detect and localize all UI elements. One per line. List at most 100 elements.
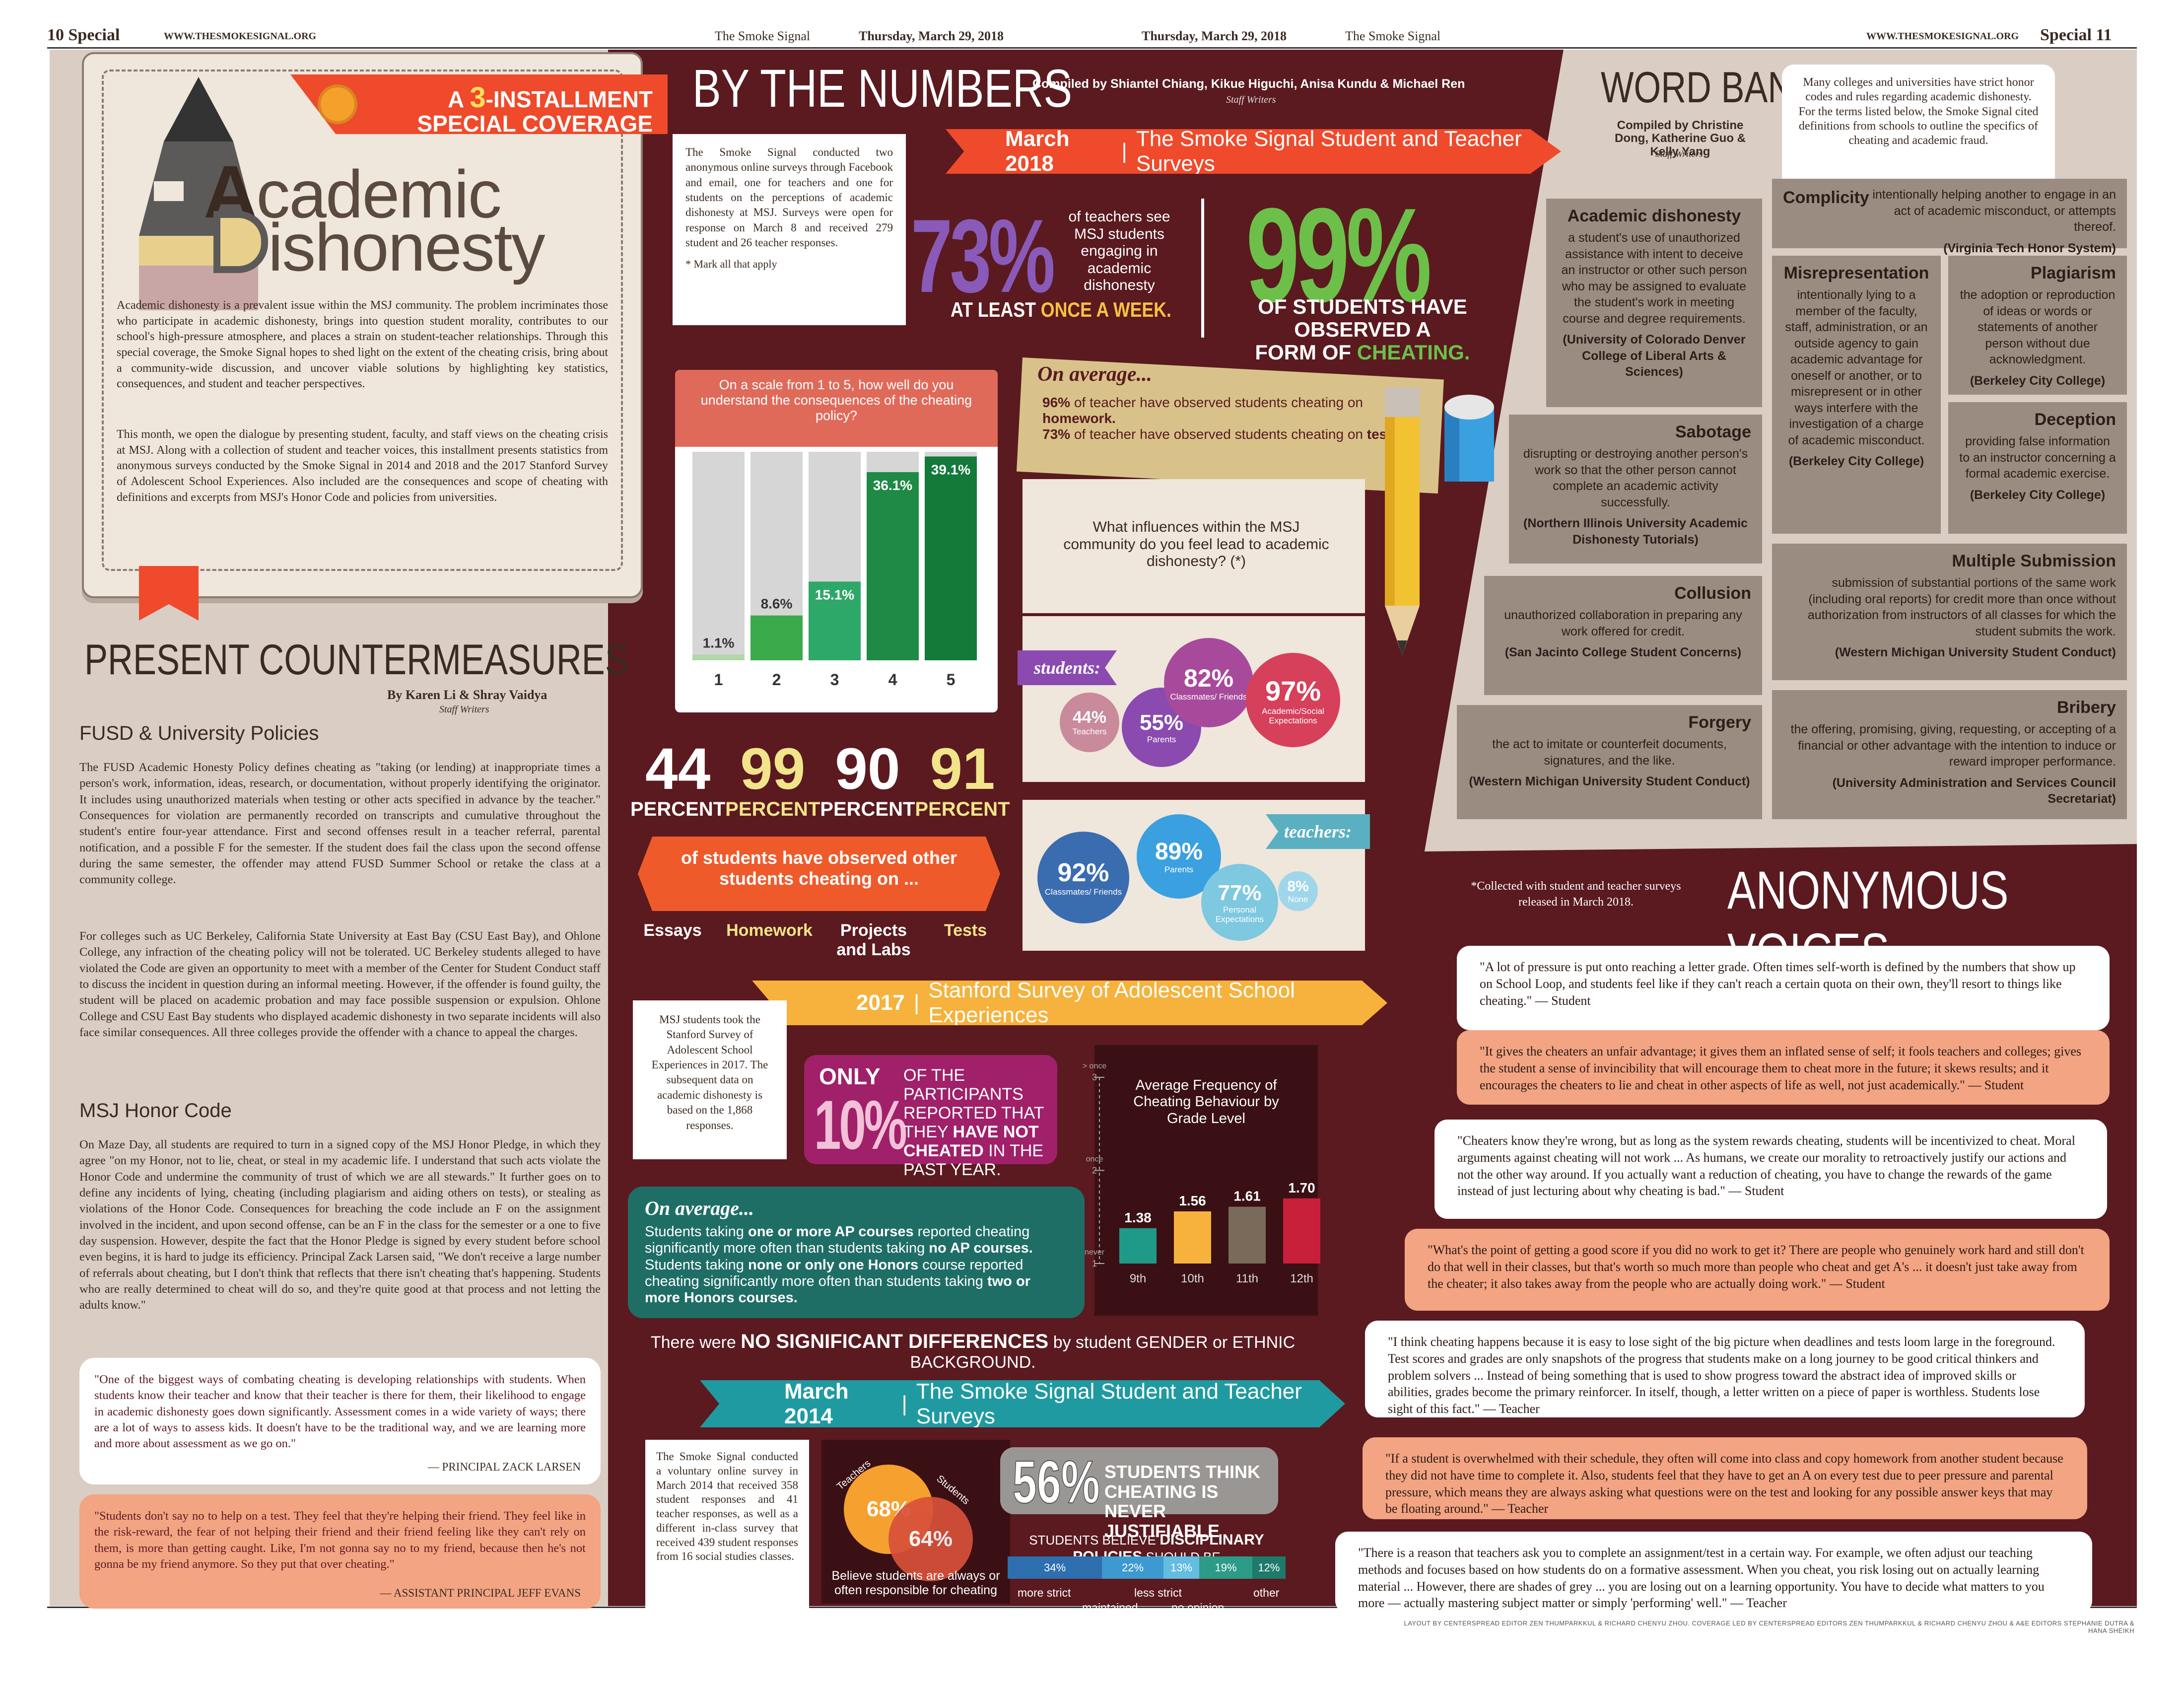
grade-x-label: 11th <box>1236 1272 1258 1285</box>
consequences-bar-chart: 1.1% 1 8.6% 2 15.1% 3 36.1% 4 39.1% 5 <box>692 452 977 689</box>
students-circle-teachers: 44% Teachers <box>1060 693 1119 752</box>
students-circle-classmates: 82% Classmates/ Friends <box>1164 638 1253 727</box>
countermeasures-staff: Staff Writers <box>439 704 489 715</box>
venn-caption: Believe students are always or often res… <box>831 1569 1000 1597</box>
left-paper-name: The Smoke Signal <box>715 29 811 43</box>
bar-1 <box>692 654 745 660</box>
bar-value-label: 8.6% <box>761 596 793 612</box>
grade-x-label: 12th <box>1290 1272 1313 1285</box>
students-tag: students: <box>1018 650 1117 685</box>
eraser-icon <box>1444 395 1494 482</box>
term-deception: Deception providing false information to … <box>1948 402 2127 534</box>
voice-quote-5: "I think cheating happens because it is … <box>1365 1321 2085 1417</box>
bar-value-label: 39.1% <box>931 462 970 477</box>
stats-four-row: 44 PERCENT 99 PERCENT 90 PERCENT 91 PERCENT <box>630 736 1010 821</box>
honor-code-paragraph: On Maze Day, all students are required t… <box>79 1138 601 1312</box>
teachers-tag: teachers: <box>1266 814 1370 849</box>
voice-quote-4: "What's the point of getting a good scor… <box>1405 1229 2110 1311</box>
grade-bar-chart: never 1 once 2 > once 3 1.38 9th 1.56 10th 1.61 11t… <box>1083 1062 1320 1285</box>
intro-stitch-border <box>102 70 623 571</box>
stat-tests: 91 PERCENT <box>915 736 1010 820</box>
stat-99-percent: 99% <box>1246 181 1432 330</box>
no-differences-text: There were NO SIGNIFICANT DIFFERENCES by… <box>650 1331 1296 1372</box>
stat-10-percent-card: ONLY 10% OF THE PARTICIPANTS REPORTED TH… <box>804 1055 1057 1179</box>
y-tick-label: > once <box>1083 1062 1107 1070</box>
grade-bar-value: 1.38 <box>1124 1210 1152 1225</box>
stat-73-description: of teachers see MSJ students engaging in… <box>1068 209 1170 293</box>
stat-56-card <box>1000 1447 1278 1514</box>
stat-99-subtitle: OF STUDENTS HAVE OBSERVED A FORM OF CHEAT… <box>1255 295 1470 364</box>
y-tick-number: 1 <box>1092 1259 1097 1268</box>
bar-2 <box>751 615 803 660</box>
term-sabotage: Sabotage disrupting or destroying another… <box>1509 415 1762 563</box>
bar-5 <box>925 456 977 660</box>
grade-x-label: 9th <box>1130 1272 1146 1285</box>
word-bank-title: WORD BANK <box>1601 63 1817 112</box>
stat-56-percent: 56% <box>1012 1448 1100 1516</box>
policy-bar-labels: more strict maintained less strict no op… <box>1018 1586 1280 1614</box>
students-circle-expectations: 97% Academic/Social Expectations <box>1246 653 1340 747</box>
right-url: WWW.THESMOKESIGNAL.ORG <box>1866 31 2019 42</box>
policy-segment-4: 12% <box>1252 1556 1286 1579</box>
grade-chart-title: Average Frequency of Cheating Behaviour … <box>1133 1077 1279 1126</box>
x-tick-label: 4 <box>888 671 897 689</box>
policy-segment-1: 22% <box>1102 1556 1163 1579</box>
policy-segment-3: 19% <box>1199 1556 1252 1579</box>
grade-bar-value: 1.61 <box>1233 1189 1261 1204</box>
stat-essays: 44 PERCENT <box>630 736 726 820</box>
stat-73-percent: 73% <box>911 198 1055 314</box>
y-tick-label: never <box>1085 1248 1105 1257</box>
teachers-circle-classmates: 92% Classmates/ Friends <box>1037 832 1129 923</box>
intro-paragraph-1: Academic dishonesty is a prevalent issue… <box>117 299 608 391</box>
term-forgery: Forgery the act to imitate or counterfeit… <box>1457 705 1762 819</box>
evans-quote-bubble: "Students don't say no to help on a test… <box>79 1494 601 1609</box>
grade-bar-10th <box>1174 1211 1211 1264</box>
teachers-circle-personal: 77% Personal Expectations <box>1201 864 1278 941</box>
teachers-circle-none: 8% None <box>1278 871 1318 911</box>
survey-2014-box: The Smoke Signal conducted a voluntary o… <box>645 1440 809 1614</box>
term-plagiarism: Plagiarism the adoption or reproduction o… <box>1948 256 2127 395</box>
right-date: Thursday, March 29, 2018 <box>1142 29 1287 43</box>
term-complicity: Complicity intentionally helping another … <box>1772 179 2127 255</box>
bar-value-label: 15.1% <box>815 587 854 602</box>
grade-bar-9th <box>1119 1228 1157 1264</box>
bar-4 <box>867 472 919 660</box>
stat-56-text: STUDENTS THINK CHEATING IS NEVER JUSTIFI… <box>1104 1462 1260 1541</box>
fusd-heading: FUSD & University Policies <box>79 722 319 744</box>
stats-four-labels: Essays Homework Projects and Labs Tests <box>643 921 987 959</box>
y-tick-label: once <box>1086 1155 1103 1164</box>
bar-value-label: 36.1% <box>873 478 912 493</box>
grade-bar-11th <box>1228 1206 1266 1264</box>
term-academic-dishonesty: Academic dishonesty a student's use of un… <box>1546 199 1762 407</box>
honor-code-heading: MSJ Honor Code <box>79 1100 232 1122</box>
x-tick-label: 2 <box>772 671 781 689</box>
numbers-staff: Staff Writers <box>1226 94 1276 105</box>
left-page-number: 10 Special <box>47 26 120 44</box>
numbers-compiled: Compiled by Shiantel Chiang, Kikue Higuc… <box>1032 77 1465 91</box>
right-paper-name: The Smoke Signal <box>1345 29 1441 43</box>
x-tick-label: 5 <box>947 671 956 689</box>
x-tick-label: 1 <box>714 671 723 689</box>
pencil-icon <box>1385 387 1420 655</box>
countermeasures-byline: By Karen Li & Shray Vaidya <box>387 688 547 702</box>
grade-bar-value: 1.70 <box>1288 1180 1315 1196</box>
banner-march-2018: March 2018 | The Smoke Signal Student and … <box>946 129 1561 174</box>
banner-march-2014: March 2014 | The Smoke Signal Student and … <box>700 1380 1345 1427</box>
voice-quote-7: "There is a reason that teachers ask you… <box>1335 1532 2092 1614</box>
ruler-average-title: On average... <box>1037 363 1152 386</box>
grade-bar-12th <box>1283 1198 1320 1264</box>
intro-paragraph-2: This month, we open the dialogue by pres… <box>117 428 608 504</box>
grade-x-label: 10th <box>1181 1272 1204 1285</box>
voice-quote-2: "It gives the cheaters an unfair advanta… <box>1457 1030 2110 1105</box>
term-collusion: Collusion unauthorized collaboration in p… <box>1484 576 1762 695</box>
term-multiple-submission: Multiple Submission submission of substan… <box>1772 544 2127 680</box>
influence-question: What influences within the MSJ community… <box>1063 519 1329 569</box>
students-circle-parents: 55% Parents <box>1122 688 1201 767</box>
influence-question-card <box>1023 479 1365 613</box>
y-tick-number: 3 <box>1092 1072 1097 1082</box>
stat-73-subtitle: AT LEAST ONCE A WEEK. <box>951 298 1171 321</box>
stanford-note-box: MSJ students took the Stanford Survey of… <box>633 1000 787 1159</box>
word-bank-staff: Staff Writers <box>1655 149 1703 159</box>
grade-chart-card <box>1094 1045 1318 1316</box>
voice-quote-6: "If a student is overwhelmed with their … <box>1363 1437 2087 1519</box>
